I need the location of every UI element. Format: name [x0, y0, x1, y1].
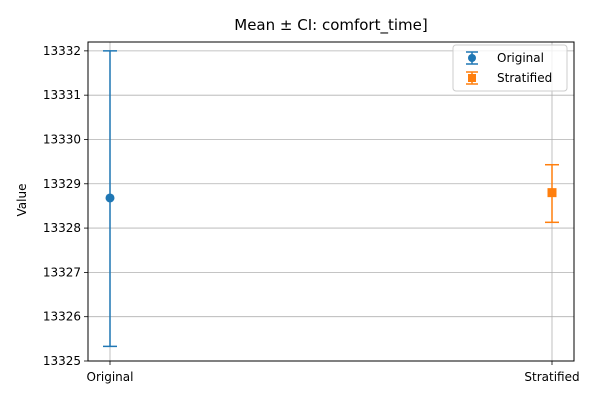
y-axis-label: Value [15, 184, 29, 217]
y-tick-label: 13329 [43, 177, 81, 191]
legend: Original Stratified [452, 44, 568, 92]
x-tick-label: Stratified [524, 370, 579, 384]
legend-box [452, 44, 568, 92]
mean-point-stratified [547, 188, 557, 198]
legend-marker-square [468, 74, 476, 82]
y-tick-label: 13332 [43, 44, 81, 58]
markers [105, 188, 557, 203]
y-tick-label: 13327 [43, 265, 81, 279]
legend-label: Stratified [497, 71, 552, 85]
x-axis-ticks: Original Stratified [87, 361, 580, 384]
chart-title: Mean ± CI: comfort_time] [234, 16, 427, 35]
y-tick-label: 13326 [43, 310, 81, 324]
y-tick-label: 13328 [43, 221, 81, 235]
plot-area-frame [87, 41, 575, 362]
y-tick-label: 13325 [43, 354, 81, 368]
mean-point-original [105, 193, 115, 203]
x-tick-label: Original [87, 370, 134, 384]
legend-label: Original [497, 51, 544, 65]
legend-marker-circle [468, 54, 476, 62]
y-tick-label: 13331 [43, 88, 81, 102]
y-axis-ticks: 13325 13326 13327 13328 13329 13330 13331 13332 [43, 44, 88, 368]
y-tick-label: 13330 [43, 132, 81, 146]
